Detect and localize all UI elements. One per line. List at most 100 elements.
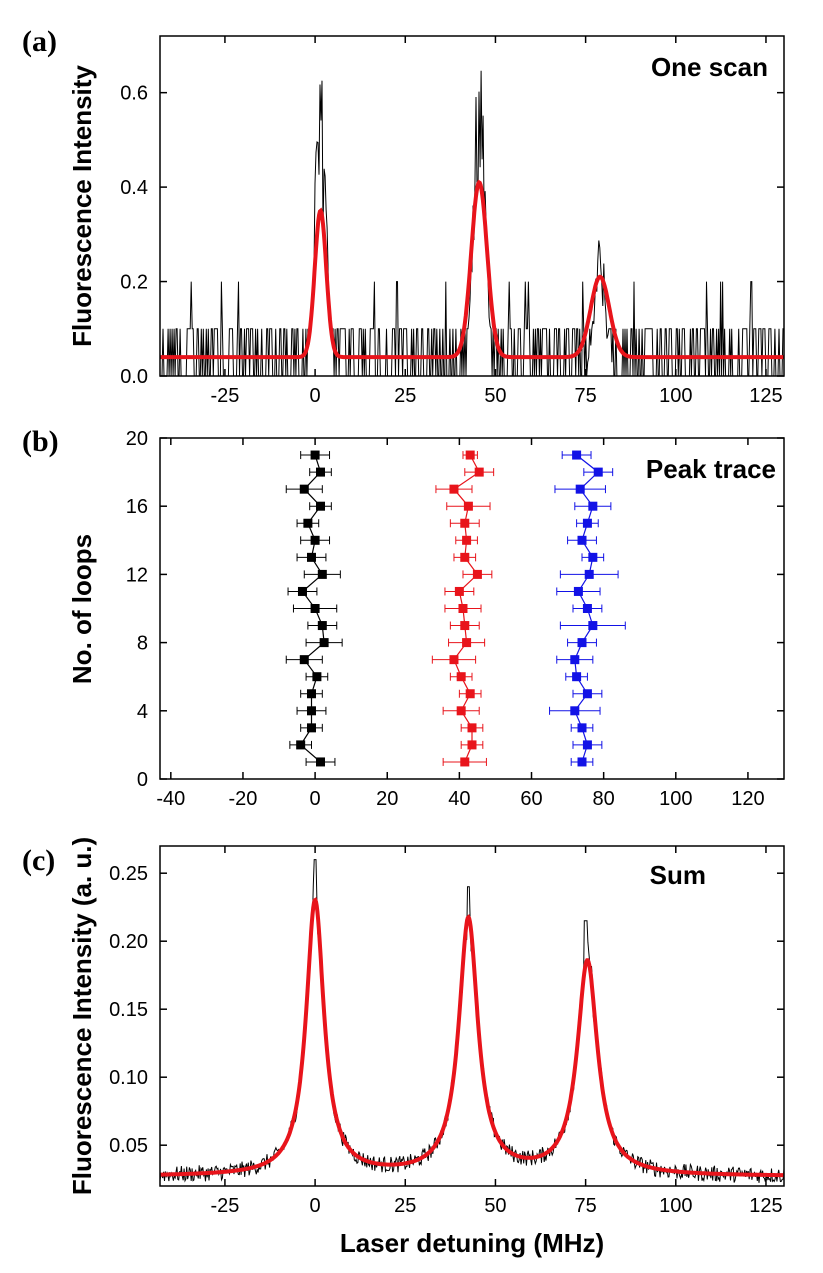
panel-b-y-tick-label: 12 (126, 564, 148, 586)
panel-b-point (584, 569, 594, 579)
panel-a-x-tick-label: 75 (574, 385, 596, 407)
panel-a-annotation: One scan (651, 52, 768, 82)
panel-b-point (588, 501, 598, 511)
panel-b-x-tick-label: 40 (448, 788, 470, 810)
panel-a-label: (a) (22, 25, 57, 58)
panel-a-y-tick-label: 0.4 (120, 177, 148, 199)
panel-b-point (460, 552, 470, 562)
panel-b-point (306, 723, 316, 733)
panel-c-data-trace (159, 859, 785, 1183)
panel-b-point (463, 501, 473, 511)
panel-a-y-tick-label: 0.6 (120, 83, 148, 105)
panel-c-annotation: Sum (650, 860, 706, 890)
panel-c-fit-curve (160, 897, 784, 1178)
panel-c-x-tick-label: 100 (659, 1195, 692, 1217)
panel-b-point (306, 552, 316, 562)
panel-b-point (577, 535, 587, 545)
panel-b-point (310, 535, 320, 545)
panel-c-x-tick-label: 125 (749, 1195, 782, 1217)
panel-c: (c) -25 0 25 50 75 100 125 0.05 0.10 0.15 0.20 0.25… (22, 837, 785, 1258)
panel-b-point (593, 467, 603, 477)
panel-b-point (449, 655, 459, 665)
panel-b-point (582, 518, 592, 528)
panel-b-x-tick-label: 100 (659, 788, 692, 810)
panel-b-point (573, 586, 583, 596)
panel-c-y-tick-label: 0.20 (109, 931, 148, 953)
panel-b-point (577, 638, 587, 648)
panel-c-x-tick-label: -25 (210, 1195, 239, 1217)
panel-b-point (462, 535, 472, 545)
panel-b-point (458, 604, 468, 613)
panel-b-point (296, 740, 306, 750)
panel-b-point (582, 604, 592, 613)
panel-a: (a) -25 0 25 50 75 100 125 0.0 0.2 0.4 0.6 One sca… (22, 25, 785, 407)
panel-a-y-tick-label: 0.0 (120, 366, 148, 388)
panel-a-x-tick-label: 25 (394, 385, 416, 407)
panel-b-point (319, 638, 329, 648)
panel-b-point (460, 621, 470, 631)
panel-b-point (317, 621, 327, 631)
panel-b-point (472, 569, 482, 579)
panel-a-x-tick-label: -25 (210, 385, 239, 407)
panel-b-point (582, 689, 592, 699)
panel-c-y-tick-label: 0.25 (109, 863, 148, 885)
panel-b-x-tick-label: -40 (156, 788, 185, 810)
panel-b-point (299, 655, 309, 665)
panel-b-annotation: Peak trace (646, 454, 776, 484)
panel-b-frame (159, 437, 785, 780)
panel-b-point (460, 757, 470, 767)
panel-b-point (317, 569, 327, 579)
panel-b-x-tick-label: 0 (310, 788, 321, 810)
panel-b-x-tick-label: 80 (593, 788, 615, 810)
panel-a-y-tick-label: 0.2 (120, 272, 148, 294)
panel-b-point (588, 621, 598, 631)
panel-b-point (575, 484, 585, 494)
panel-b-point (462, 638, 472, 648)
panel-c-x-tick-label: 50 (484, 1195, 506, 1217)
panel-b-point (316, 501, 326, 511)
panel-b-point (456, 672, 466, 682)
panel-c-x-tick-label: 75 (574, 1195, 596, 1217)
panel-c-y-tick-label: 0.10 (109, 1067, 148, 1089)
panel-a-fit-curve (160, 179, 784, 360)
panel-b-y-axis-title: No. of loops (67, 534, 97, 684)
panel-b-point (312, 672, 322, 682)
panel-b-point (582, 740, 592, 750)
panel-b-y-tick-label: 8 (137, 633, 148, 655)
panel-b-point (449, 484, 459, 494)
panel-a-frame (159, 35, 785, 377)
panel-b-plot-area: -40 -20 0 20 40 60 80 100 120 0 4 8 12 16 20 (126, 428, 784, 810)
panel-b-y-tick-label: 20 (126, 428, 148, 450)
panel-b-point (306, 706, 316, 716)
panel-c-label: (c) (22, 844, 55, 877)
panel-b-x-tick-label: 20 (376, 788, 398, 810)
panel-b-point (467, 723, 477, 733)
panel-b-point (297, 586, 307, 596)
panel-b-point (572, 450, 582, 460)
panel-b-point (577, 757, 587, 767)
panel-b-point (460, 518, 470, 528)
x-axis-title: Laser detuning (MHz) (340, 1228, 604, 1258)
panel-b-point (316, 757, 326, 767)
panel-b-point (310, 604, 320, 613)
panel-b-point (454, 586, 464, 596)
panel-c-plot-area: -25 0 25 50 75 100 125 0.05 0.10 0.15 0.20 0.25 (109, 846, 785, 1217)
panel-c-y-tick-label: 0.05 (109, 1135, 148, 1157)
panel-b-point (299, 484, 309, 494)
panel-b-x-tick-label: 60 (520, 788, 542, 810)
panel-a-x-tick-label: 50 (484, 385, 506, 407)
panel-b-point (303, 518, 313, 528)
panel-b-point (474, 467, 484, 477)
panel-c-x-tick-label: 25 (394, 1195, 416, 1217)
panel-b-point (577, 723, 587, 733)
panel-a-x-tick-label: 100 (659, 385, 692, 407)
panel-b-y-tick-label: 0 (137, 769, 148, 791)
panel-b-point (467, 740, 477, 750)
panel-c-y-tick-label: 0.15 (109, 999, 148, 1021)
panel-b-point (306, 689, 316, 699)
panel-b-point (456, 706, 466, 716)
panel-b-point (465, 689, 475, 699)
panel-a-plot-area: -25 0 25 50 75 100 125 0.0 0.2 0.4 0.6 (120, 36, 784, 407)
panel-b-y-tick-label: 4 (137, 701, 148, 723)
